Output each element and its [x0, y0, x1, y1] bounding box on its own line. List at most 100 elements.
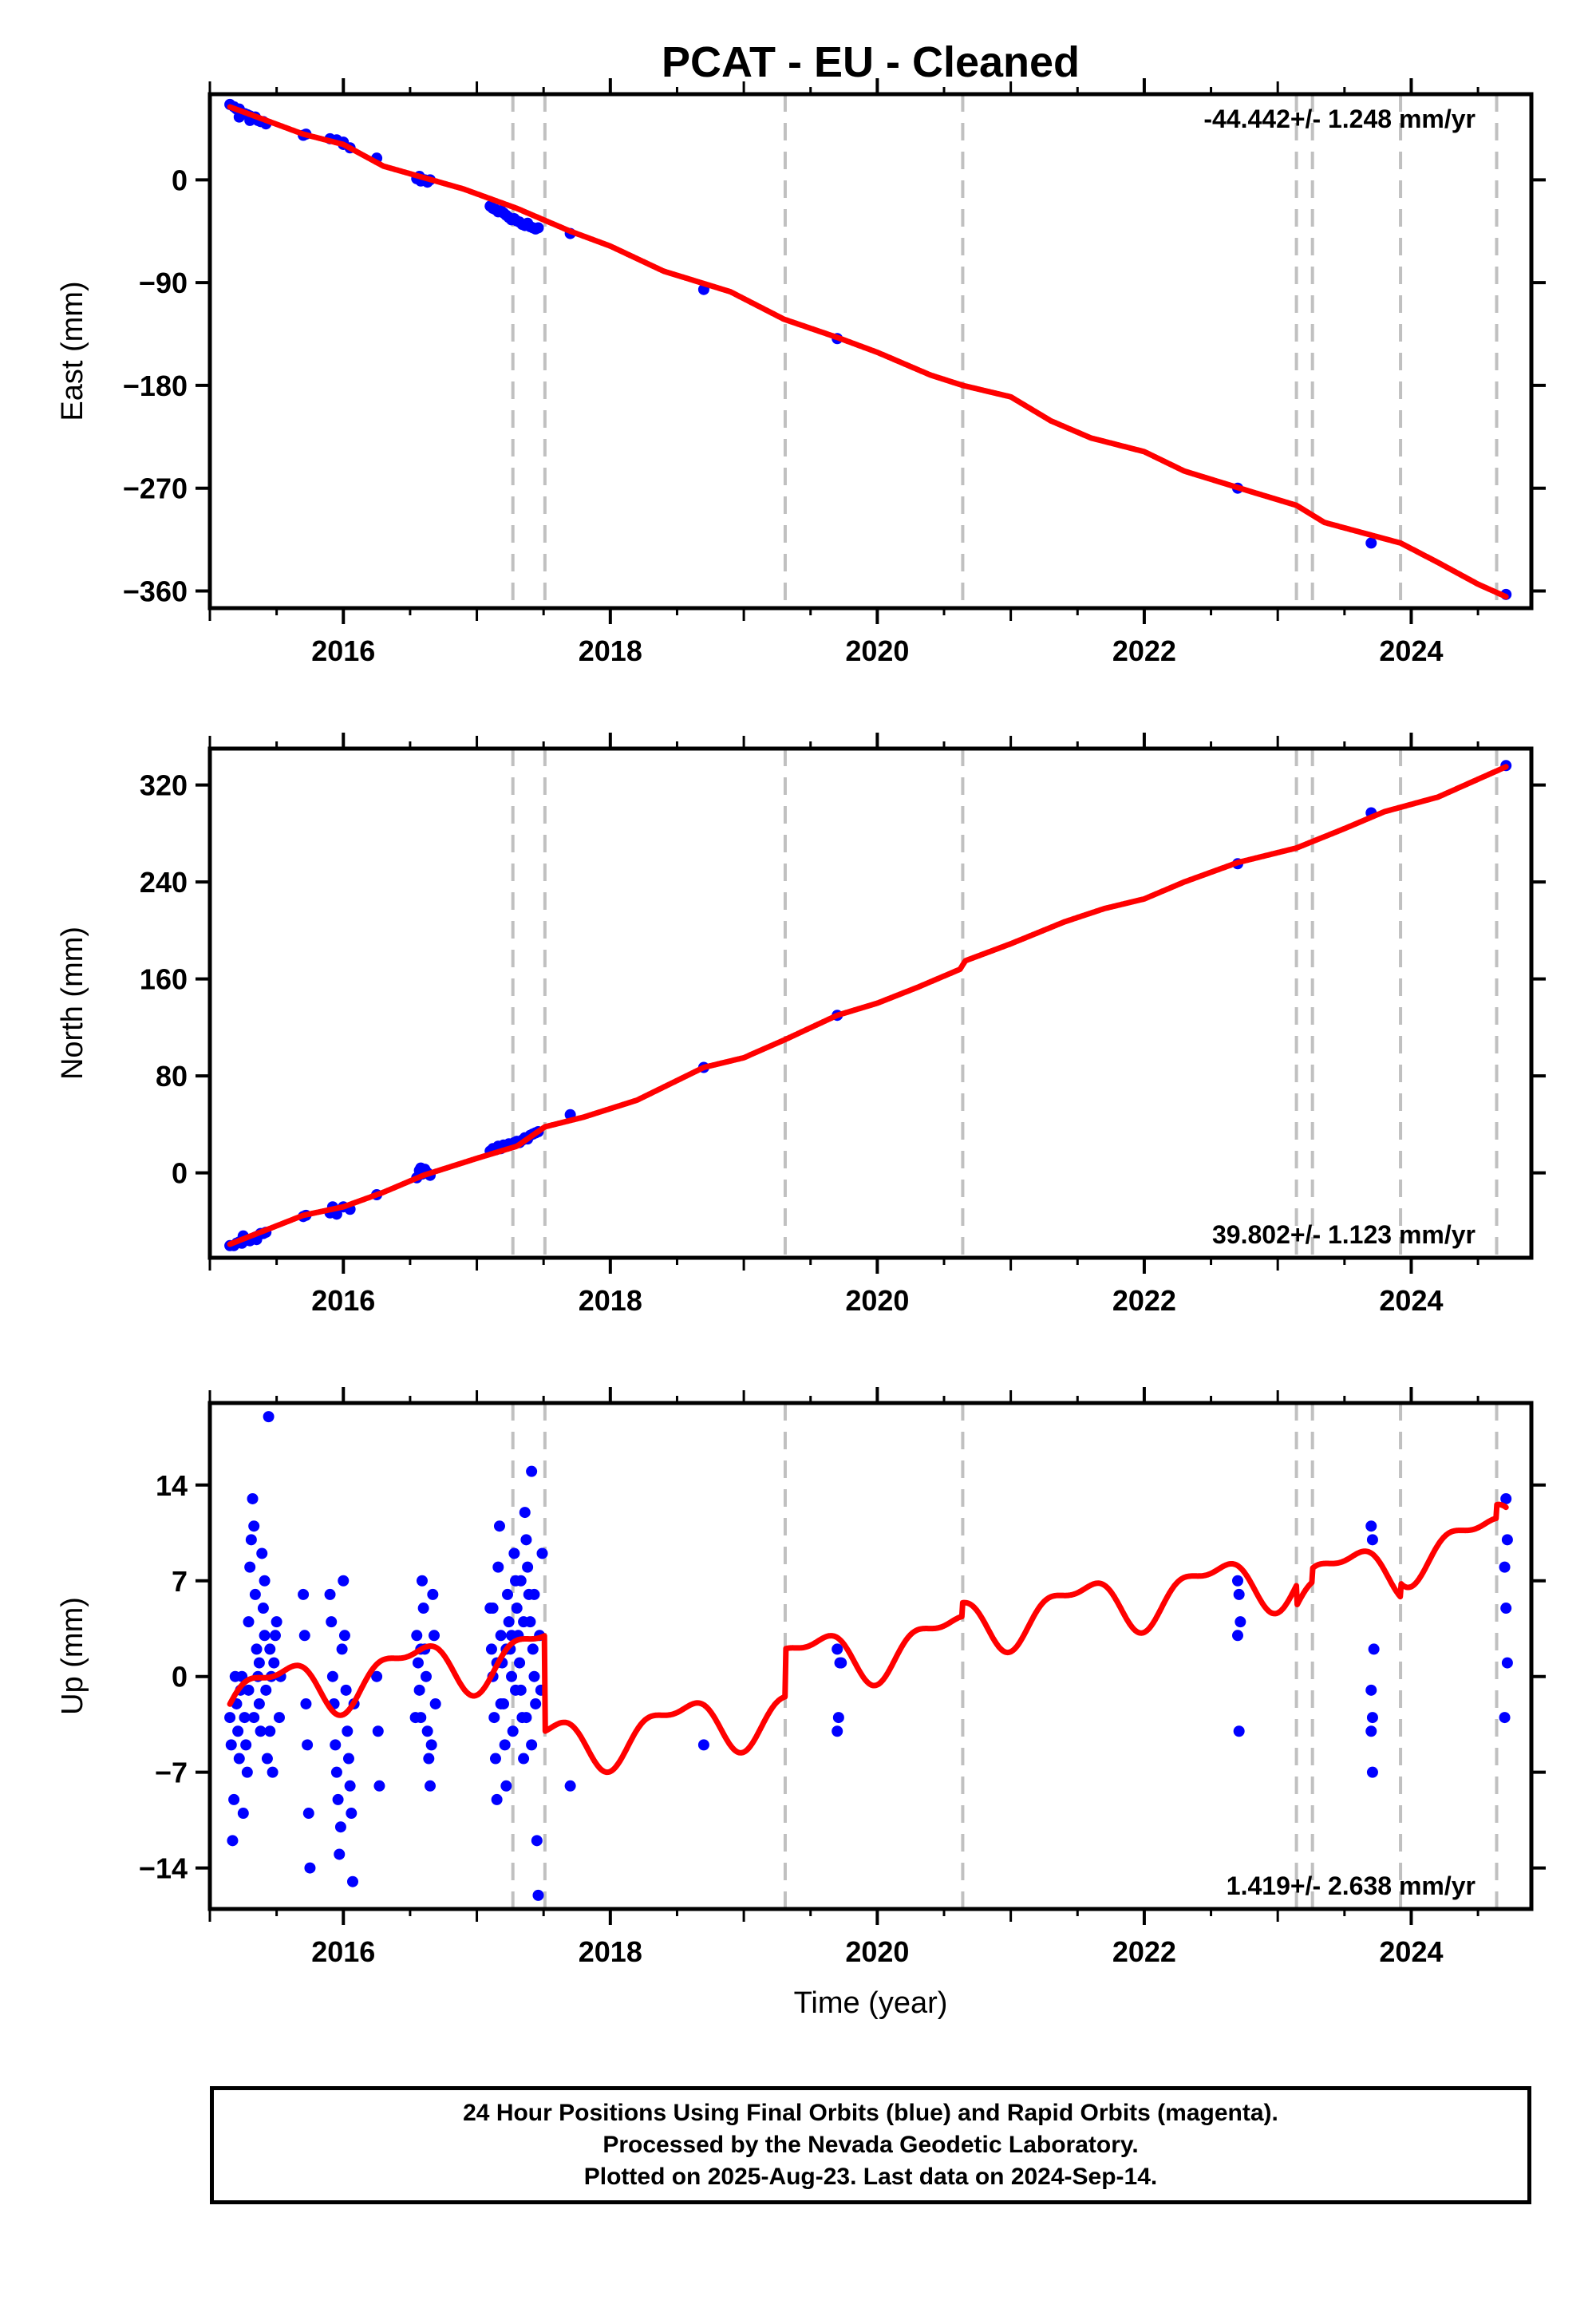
y-tick-label: 0 — [172, 1157, 188, 1190]
y-tick-label: 80 — [156, 1060, 188, 1093]
data-point — [241, 1766, 253, 1778]
data-point — [256, 1547, 268, 1559]
footer-line-3: Plotted on 2025-Aug-23. Last data on 202… — [583, 2164, 1158, 2190]
data-point — [528, 1670, 540, 1682]
data-point — [373, 1780, 385, 1792]
data-point — [264, 1643, 276, 1655]
y-tick-label: −180 — [123, 370, 188, 402]
rate-label: 1.419+/- 2.638 mm/yr — [1227, 1871, 1476, 1900]
data-point — [334, 1821, 346, 1833]
data-point — [1501, 1657, 1513, 1669]
data-point — [232, 1725, 244, 1737]
data-point — [271, 1616, 282, 1628]
x-tick-label: 2016 — [311, 634, 375, 667]
data-point — [518, 1753, 530, 1765]
data-point — [1500, 1603, 1512, 1614]
data-point — [416, 1575, 428, 1587]
data-point — [485, 1643, 497, 1655]
data-point — [495, 1697, 507, 1709]
data-point — [495, 1630, 507, 1642]
footer-line-2: Processed by the Nevada Geodetic Laborat… — [602, 2132, 1139, 2158]
data-point — [499, 1739, 511, 1751]
data-point — [425, 1739, 437, 1751]
data-point — [564, 1780, 576, 1792]
data-point — [500, 1780, 512, 1792]
data-point — [338, 1630, 350, 1642]
data-point — [247, 1492, 259, 1504]
y-tick-label: −14 — [139, 1852, 188, 1885]
y-tick-label: −360 — [123, 575, 188, 608]
data-point — [273, 1712, 285, 1724]
data-point — [371, 1670, 383, 1682]
data-point — [511, 1603, 523, 1614]
data-point — [1365, 537, 1377, 549]
y-tick-label: −270 — [123, 472, 188, 505]
data-point — [253, 1657, 265, 1669]
data-point — [342, 1725, 354, 1737]
data-point — [225, 1739, 237, 1751]
x-tick-label: 2022 — [1112, 1935, 1176, 1968]
data-point — [411, 1630, 423, 1642]
data-point — [413, 1684, 425, 1696]
data-point — [412, 1657, 424, 1669]
data-point — [261, 1753, 273, 1765]
data-point — [502, 1588, 514, 1600]
data-point — [233, 1753, 245, 1765]
data-point — [340, 1684, 352, 1696]
data-point — [245, 1534, 257, 1546]
footer-line-1: 24 Hour Positions Using Final Orbits (bl… — [463, 2100, 1278, 2126]
panel-up: 2016 2018 2020 2022 2024 14 7 0 −7 −14 Up (mm) Time… — [56, 1387, 1546, 2020]
plot-area-north — [224, 749, 1512, 1258]
model-curve — [227, 1501, 1509, 1776]
data-point — [493, 1520, 505, 1532]
y-tick-label: −7 — [155, 1757, 188, 1789]
data-point — [519, 1507, 531, 1519]
data-point — [503, 1616, 515, 1628]
data-point — [507, 1725, 519, 1737]
data-point — [1232, 1630, 1243, 1642]
data-point — [532, 1889, 544, 1901]
data-point — [526, 1739, 538, 1751]
data-point — [1366, 1534, 1378, 1546]
footer-box: 24 Hour Positions Using Final Orbits (bl… — [210, 2086, 1531, 2204]
data-point — [255, 1725, 267, 1737]
data-point — [832, 1725, 843, 1737]
x-tick-label: 2020 — [845, 1284, 909, 1317]
data-point — [224, 1712, 236, 1724]
data-point — [417, 1603, 429, 1614]
data-point — [832, 1712, 844, 1724]
x-tick-label: 2022 — [1112, 634, 1176, 667]
data-point — [372, 1725, 384, 1737]
data-point — [332, 1793, 344, 1805]
data-point — [257, 1603, 269, 1614]
data-point — [228, 1793, 240, 1805]
data-point — [342, 1753, 354, 1765]
data-point — [334, 1848, 346, 1860]
data-point — [237, 1808, 249, 1820]
data-point — [302, 1739, 314, 1751]
data-point — [420, 1670, 432, 1682]
data-point — [1365, 1520, 1377, 1532]
x-tick-label: 2024 — [1379, 634, 1443, 667]
data-point — [532, 222, 544, 234]
data-point — [298, 1630, 310, 1642]
data-point — [1366, 1712, 1378, 1724]
data-point — [264, 1725, 276, 1737]
x-tick-label: 2018 — [579, 634, 642, 667]
data-point — [336, 1643, 348, 1655]
data-point — [240, 1739, 252, 1751]
data-point — [510, 1684, 522, 1696]
data-point — [836, 1657, 847, 1669]
data-point — [260, 1684, 272, 1696]
data-point — [489, 1753, 501, 1765]
x-tick-label: 2024 — [1379, 1935, 1443, 1968]
data-point — [427, 1588, 439, 1600]
data-point — [298, 1588, 310, 1600]
panel-east: 2016 2018 2020 2022 2024 0 −90 −180 −270 −360 East… — [56, 78, 1546, 667]
data-point — [243, 1684, 255, 1696]
x-tick-label: 2020 — [845, 634, 909, 667]
y-axis-label: Up (mm) — [56, 1597, 89, 1715]
data-point — [326, 1670, 338, 1682]
data-point — [1368, 1643, 1380, 1655]
